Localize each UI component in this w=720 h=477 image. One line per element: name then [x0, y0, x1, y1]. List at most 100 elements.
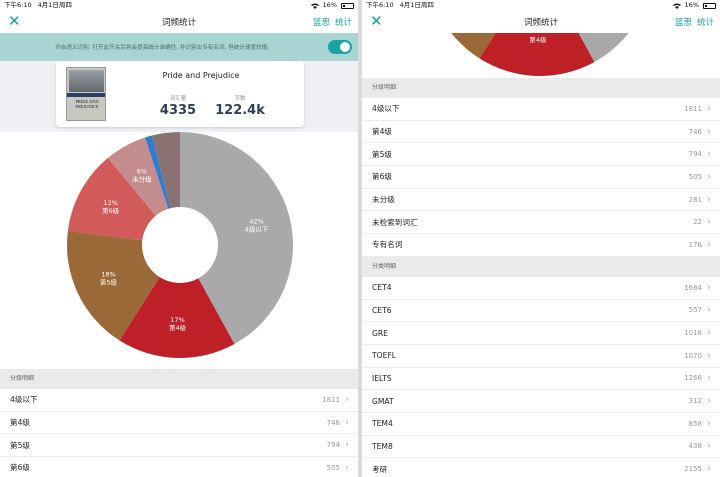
close-icon[interactable]: ✕: [8, 12, 21, 30]
level-row[interactable]: 第4级 746 ›: [0, 411, 358, 435]
chevron-right-icon: ›: [707, 282, 711, 293]
pie-slice: [578, 33, 629, 63]
chevron-right-icon: ›: [707, 126, 711, 137]
chevron-right-icon: ›: [345, 440, 349, 451]
words-stat: 字数 122.4k: [210, 94, 270, 118]
page-title-right: 词频统计: [523, 18, 558, 28]
chevron-right-icon: ›: [707, 305, 711, 316]
level-pie-chart: 42% 4级以下 17% 第4级 18% 第5级 12% 第6级 6% 未分级: [0, 132, 358, 369]
pie-slice-label: 第4级: [169, 323, 187, 332]
category-row[interactable]: TEM8 438 ›: [362, 435, 720, 459]
page-title: 词频统计: [161, 18, 196, 28]
status-time: 下午6:10: [4, 1, 32, 9]
category-row[interactable]: TOEFL 1070 ›: [362, 344, 720, 368]
category-row[interactable]: GRE 1016 ›: [362, 322, 720, 345]
nav-action-stats[interactable]: 统计: [334, 18, 352, 28]
pie-hole: [142, 207, 218, 283]
row-label: 未检索到词汇: [372, 217, 418, 227]
row-count: 176: [688, 240, 702, 249]
words-label: 字数: [234, 96, 246, 102]
pie-slice: [180, 132, 294, 345]
nav-bar: ✕ 词频统计 篮思 统计: [0, 11, 358, 33]
scrolled-pie-chart: 第4级: [362, 33, 720, 78]
level-row[interactable]: 第5级 794 ›: [0, 434, 358, 458]
row-label: 第5级: [10, 440, 31, 450]
row-label: GMAT: [372, 396, 394, 406]
category-row[interactable]: IELTS 1266 ›: [362, 367, 720, 391]
chevron-right-icon: ›: [707, 396, 711, 407]
row-label: TEM8: [372, 441, 393, 451]
level-row[interactable]: 第6级 505 ›: [362, 166, 720, 189]
chevron-right-icon: ›: [707, 373, 711, 384]
row-label: IELTS: [372, 373, 392, 383]
pie-value-label: 42%: [249, 217, 263, 225]
book-card[interactable]: PRIDE AND PREJUDICE Pride and Prejudice …: [56, 61, 304, 127]
wifi-icon: [672, 3, 681, 9]
row-label: 4级以下: [10, 395, 38, 405]
level-row[interactable]: 4级以下 1811 ›: [0, 389, 358, 412]
pie-slice-label: 第5级: [100, 278, 118, 287]
nav-action-sense[interactable]: 篮思: [312, 18, 330, 28]
level-row[interactable]: 第4级 746 ›: [362, 120, 720, 144]
chevron-right-icon: ›: [345, 417, 349, 428]
words-value: 122.4k: [215, 103, 265, 118]
level-row[interactable]: 专有名词 176 ›: [362, 234, 720, 257]
chevron-right-icon: ›: [707, 194, 711, 205]
banner-text: 开启语义识别: 打开此开关后将会提高统计准确性, 并识别出专有名词, 但统计速度…: [55, 45, 273, 51]
pie-slice: [479, 33, 595, 76]
level-row[interactable]: 第6级 505 ›: [0, 457, 358, 477]
row-count: 794: [688, 150, 702, 159]
chevron-right-icon: ›: [707, 328, 711, 339]
category-row[interactable]: TEM4 858 ›: [362, 412, 720, 436]
pie-slice-label: 第6级: [102, 206, 120, 215]
close-icon[interactable]: ✕: [370, 12, 383, 30]
nav-action-stats-right[interactable]: 统计: [696, 18, 714, 28]
book-cover: PRIDE AND PREJUDICE: [66, 67, 106, 121]
level-row[interactable]: 4级以下 1811 ›: [362, 98, 720, 121]
chevron-right-icon: ›: [707, 418, 711, 429]
category-row[interactable]: CET4 1664 ›: [362, 276, 720, 300]
chevron-right-icon: ›: [707, 217, 711, 228]
row-count: 1811: [684, 104, 702, 113]
row-count: 1016: [684, 329, 702, 338]
row-count: 2155: [684, 465, 702, 474]
row-count: 746: [326, 418, 340, 427]
chevron-right-icon: ›: [707, 441, 711, 452]
row-label: TOEFL: [372, 351, 397, 361]
status-bar-right: 下午6:10 4月1日周四 16%: [362, 0, 720, 11]
battery-percent-right: 16%: [684, 1, 699, 9]
chevron-right-icon: ›: [707, 149, 711, 160]
pie-slice-label: 第4级: [529, 35, 547, 44]
level-row[interactable]: 未分级 281 ›: [362, 188, 720, 212]
status-date: 4月1日周四: [37, 1, 72, 9]
category-row[interactable]: 考研 2155 ›: [362, 458, 720, 477]
pie-value-label: 18%: [101, 271, 115, 279]
level-section-header: 分级明细: [0, 369, 358, 389]
vocab-label: 词汇量: [169, 96, 187, 102]
row-label: TEM4: [372, 419, 393, 429]
row-count: 858: [688, 419, 702, 428]
row-label: 4级以下: [372, 104, 400, 114]
row-count: 22: [693, 218, 702, 227]
row-label: CET6: [372, 305, 392, 315]
row-count: 1811: [322, 395, 340, 404]
category-row[interactable]: CET6 557 ›: [362, 299, 720, 323]
screen-divider: [358, 0, 362, 477]
pie-value-label: 17%: [170, 316, 184, 324]
nav-action-sense-right[interactable]: 篮思: [674, 18, 692, 28]
semantic-banner: 开启语义识别: 打开此开关后将会提高统计准确性, 并识别出专有名词, 但统计速度…: [0, 33, 358, 61]
row-count: 438: [688, 442, 702, 451]
pie-slice: [451, 33, 496, 59]
chevron-right-icon: ›: [707, 464, 711, 475]
status-bar: 下午6:10 4月1日周四 16%: [0, 0, 358, 11]
category-row[interactable]: GMAT 312 ›: [362, 390, 720, 413]
level-row[interactable]: 未检索到词汇 22 ›: [362, 211, 720, 235]
chevron-right-icon: ›: [707, 350, 711, 361]
level-row[interactable]: 第5级 794 ›: [362, 143, 720, 167]
semantic-toggle[interactable]: [328, 40, 352, 54]
row-count: 1266: [684, 374, 702, 383]
pie-slice-label: 4级以下: [245, 224, 269, 233]
pie-slice-label: 未分级: [132, 175, 152, 184]
chevron-right-icon: ›: [707, 171, 711, 182]
category-section-header: 分类明细: [362, 256, 720, 277]
